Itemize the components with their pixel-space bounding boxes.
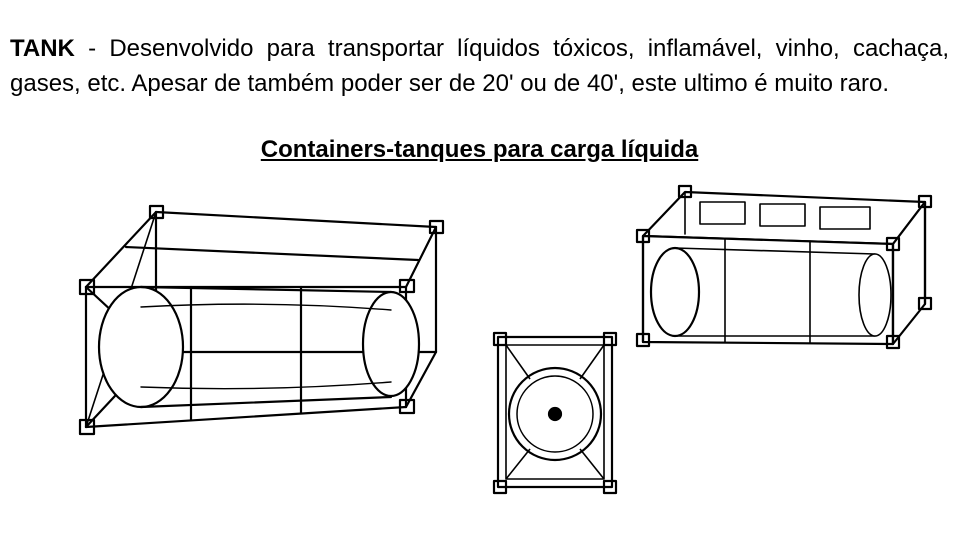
figure-tank-end: [490, 329, 620, 499]
paragraph-tank: TANK - Desenvolvido para transportar líq…: [10, 32, 949, 102]
term-tank: TANK: [10, 35, 75, 62]
figure-tank-iso-left: [46, 192, 476, 472]
figures-area: [10, 174, 949, 514]
figure-caption: Containers-tanques para carga líquida: [10, 136, 949, 164]
body-text: Desenvolvido para transportar líquidos t…: [10, 35, 949, 97]
page: TANK - Desenvolvido para transportar líq…: [0, 0, 959, 543]
dash: -: [75, 35, 109, 62]
figure-tank-iso-right: [625, 174, 955, 374]
